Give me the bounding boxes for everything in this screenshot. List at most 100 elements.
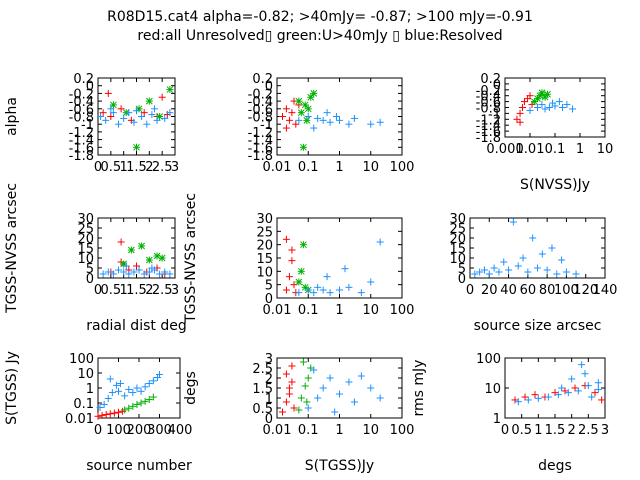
x-tick-label: 2.5 [152, 160, 173, 175]
x-tick-label: 2.5 [578, 423, 599, 438]
data-point [538, 89, 546, 97]
data-point [299, 241, 307, 249]
x-tick-label: 10 [597, 142, 614, 157]
data-point [350, 114, 358, 122]
y-tick-label: 20 [256, 239, 273, 254]
marker-stroke [120, 260, 128, 268]
data-point [104, 89, 112, 97]
x-tick-label: 1.5 [126, 160, 147, 175]
data-point [538, 250, 546, 258]
data-point [578, 361, 586, 369]
marker-stroke [166, 86, 174, 93]
data-point [292, 120, 300, 128]
data-point [133, 143, 140, 151]
marker-stroke [307, 93, 315, 101]
y-tick-label: 0.5 [252, 402, 273, 417]
data-point [303, 398, 311, 406]
data-point [534, 264, 541, 272]
data-point [102, 116, 110, 124]
data-point [129, 389, 137, 397]
data-point [104, 394, 112, 402]
data-point [336, 116, 343, 124]
data-point [548, 244, 556, 252]
data-point [564, 389, 572, 397]
x-tick-label: 100 [554, 283, 579, 298]
data-point [594, 385, 602, 393]
data-point [122, 262, 130, 270]
data-point [138, 113, 146, 120]
data-point [99, 270, 107, 278]
x-tick-label: 140 [593, 283, 618, 298]
y-tick-label: 10 [77, 367, 94, 382]
data-point [282, 370, 290, 378]
y-tick-label: 0 [265, 80, 273, 95]
data-point [544, 393, 552, 401]
data-point [109, 270, 117, 278]
data-point [538, 101, 546, 109]
x-tick-label: 0 [94, 283, 102, 298]
y-tick-label: 0 [86, 272, 94, 287]
x-axis-label: radial dist deg [86, 318, 186, 334]
data-point [598, 396, 606, 404]
x-tick-label: 400 [168, 423, 193, 438]
data-point [133, 384, 141, 392]
data-point [121, 392, 129, 400]
y-tick-label: -1.6 [248, 141, 273, 156]
data-point [559, 104, 567, 111]
data-point [588, 393, 596, 401]
marker-stroke [538, 89, 546, 97]
data-point [367, 278, 375, 286]
x-tick-label: 2 [145, 160, 153, 175]
data-point [332, 113, 340, 120]
data-point [149, 393, 157, 401]
y-tick-label: -0.8 [476, 102, 501, 117]
data-point [513, 115, 521, 123]
y-tick-label: 0.1 [73, 397, 94, 412]
x-tick-label: 0 [466, 283, 474, 298]
marker-stroke [145, 97, 153, 105]
marker-stroke [133, 143, 140, 151]
y-tick-label: 0 [265, 292, 273, 307]
x-tick-label: 3 [171, 283, 179, 298]
x-tick-label: 10 [362, 303, 379, 318]
data-point [331, 408, 339, 416]
chart-title: R08D15.cat4 alpha=-0.82; >40mJy= -0.87; … [107, 9, 533, 25]
data-point [129, 402, 137, 410]
data-point [568, 375, 576, 383]
y-tick-label: 100 [476, 352, 501, 367]
data-point [471, 270, 479, 278]
data-point [279, 408, 287, 416]
data-point [357, 372, 365, 380]
data-point [521, 393, 529, 401]
data-point [301, 101, 309, 109]
data-point [563, 101, 571, 109]
panel-alpha-vs-radial-dist: 00.511.522.530.20-0.2-0.4-0.6-0.8-1-1.2-… [4, 72, 179, 175]
y-tick-label: 30 [449, 212, 466, 227]
y-tick-label: -0.4 [248, 95, 273, 110]
x-tick-label: 0.01 [263, 303, 292, 318]
y-tick-label: -1 [260, 118, 273, 133]
data-point [304, 404, 312, 412]
y-tick-label: 20 [449, 232, 466, 247]
data-point [94, 412, 102, 420]
data-point [125, 109, 133, 117]
data-point [520, 98, 528, 106]
data-point [301, 382, 309, 390]
x-tick-label: 2 [568, 423, 576, 438]
x-tick-label: 1 [120, 160, 128, 175]
x-tick-label: 80 [539, 283, 556, 298]
data-point [148, 264, 156, 272]
data-point [554, 391, 562, 399]
x-tick-label: 0.01 [263, 160, 292, 175]
data-point [319, 286, 327, 294]
x-tick-label: 3 [601, 423, 609, 438]
data-point [376, 238, 384, 246]
data-point [115, 408, 122, 416]
y-tick-label: -0.8 [69, 111, 94, 126]
y-tick-label: 5 [458, 262, 466, 277]
y-tick-label: -0.2 [476, 84, 501, 99]
x-tick-label: 10 [362, 160, 379, 175]
data-point [514, 398, 522, 406]
data-point [514, 262, 522, 270]
